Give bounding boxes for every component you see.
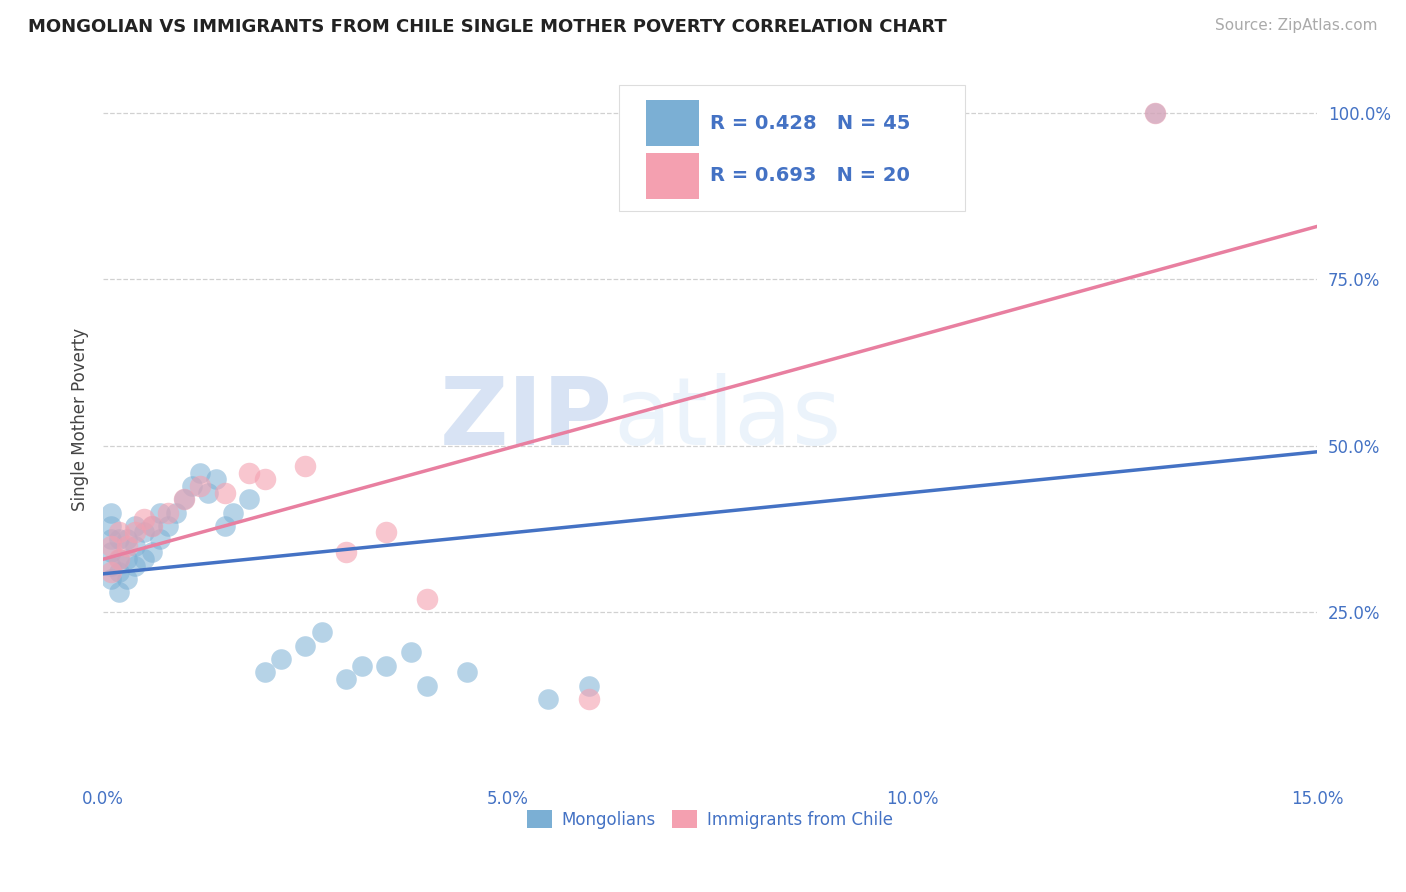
Point [214, 485, 236, 500]
Point [173, 492, 195, 507]
Point [294, 458, 316, 473]
Point [578, 679, 600, 693]
Point [375, 525, 398, 540]
Point [578, 692, 600, 706]
Point [100, 532, 122, 546]
Point [165, 506, 187, 520]
Point [141, 518, 163, 533]
Point [311, 625, 333, 640]
Text: R = 0.428   N = 45: R = 0.428 N = 45 [710, 113, 910, 133]
Point [132, 525, 155, 540]
Point [149, 506, 172, 520]
Point [352, 658, 374, 673]
Point [294, 639, 316, 653]
Point [100, 506, 122, 520]
FancyBboxPatch shape [619, 85, 965, 211]
Point [214, 518, 236, 533]
Point [124, 525, 146, 540]
Point [117, 572, 139, 586]
Point [124, 518, 146, 533]
Point [238, 466, 260, 480]
Point [108, 585, 131, 599]
Point [141, 545, 163, 559]
Text: R = 0.693   N = 20: R = 0.693 N = 20 [710, 166, 910, 185]
Point [117, 532, 139, 546]
Point [108, 566, 131, 580]
Text: atlas: atlas [613, 373, 841, 466]
Point [253, 472, 276, 486]
Point [100, 545, 122, 559]
Point [1144, 106, 1167, 120]
Point [221, 506, 243, 520]
Point [416, 592, 439, 607]
Point [149, 532, 172, 546]
Point [117, 552, 139, 566]
Point [132, 552, 155, 566]
Text: ZIP: ZIP [440, 373, 613, 466]
Point [108, 525, 131, 540]
Legend: Mongolians, Immigrants from Chile: Mongolians, Immigrants from Chile [520, 804, 900, 835]
Point [270, 652, 292, 666]
Point [108, 532, 131, 546]
Text: MONGOLIAN VS IMMIGRANTS FROM CHILE SINGLE MOTHER POVERTY CORRELATION CHART: MONGOLIAN VS IMMIGRANTS FROM CHILE SINGL… [28, 18, 946, 36]
FancyBboxPatch shape [645, 100, 699, 146]
Point [124, 558, 146, 573]
Point [335, 672, 357, 686]
Point [108, 552, 131, 566]
Point [156, 518, 179, 533]
Point [335, 545, 357, 559]
FancyBboxPatch shape [645, 153, 699, 199]
Y-axis label: Single Mother Poverty: Single Mother Poverty [72, 327, 89, 511]
Point [205, 472, 228, 486]
Point [537, 692, 560, 706]
Point [188, 479, 211, 493]
Point [100, 558, 122, 573]
Point [100, 572, 122, 586]
Point [416, 679, 439, 693]
Point [100, 518, 122, 533]
Text: Source: ZipAtlas.com: Source: ZipAtlas.com [1215, 18, 1378, 33]
Point [399, 645, 422, 659]
Point [117, 539, 139, 553]
Point [375, 658, 398, 673]
Point [181, 479, 204, 493]
Point [238, 492, 260, 507]
Point [173, 492, 195, 507]
Point [108, 552, 131, 566]
Point [1144, 106, 1167, 120]
Point [456, 665, 478, 680]
Point [124, 539, 146, 553]
Point [188, 466, 211, 480]
Point [100, 539, 122, 553]
Point [100, 566, 122, 580]
Point [132, 512, 155, 526]
Point [197, 485, 219, 500]
Point [141, 518, 163, 533]
Point [253, 665, 276, 680]
Point [156, 506, 179, 520]
